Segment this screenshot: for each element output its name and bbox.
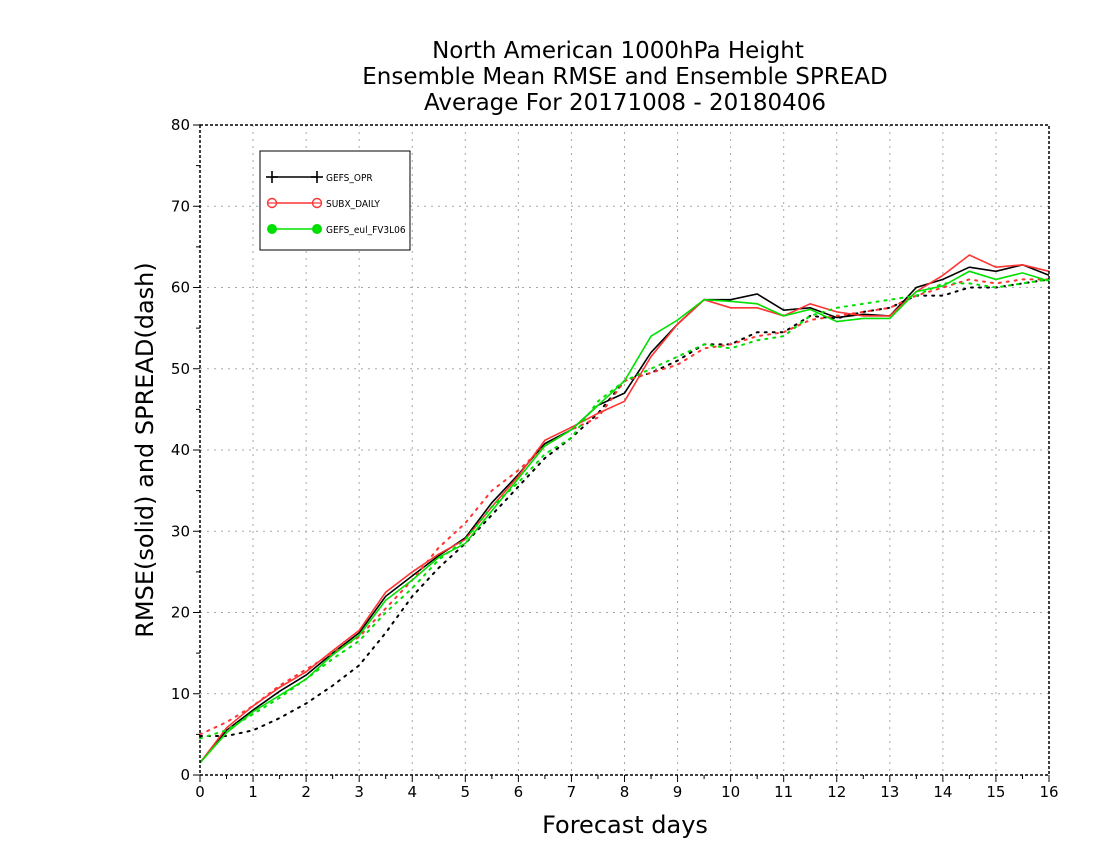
legend-marker-dot-icon <box>267 224 277 234</box>
legend-label-1: SUBX_DAILY <box>326 199 380 210</box>
x-tick-label-1: 1 <box>248 783 258 801</box>
x-tick-label-4: 4 <box>407 783 417 801</box>
x-tick-label-8: 8 <box>620 783 630 801</box>
y-tick-label-6: 60 <box>171 279 190 297</box>
y-axis-label: RMSE(solid) and SPREAD(dash) <box>131 262 159 638</box>
x-tick-label-10: 10 <box>721 783 740 801</box>
y-tick-label-2: 20 <box>171 604 190 622</box>
x-tick-label-6: 6 <box>514 783 524 801</box>
x-tick-label-15: 15 <box>986 783 1005 801</box>
legend-marker-dot-icon <box>312 224 322 234</box>
x-tick-label-7: 7 <box>567 783 577 801</box>
series-rmse-line-0 <box>199 263 1050 764</box>
legend-label-2: GEFS_eul_FV3L06 <box>326 225 406 236</box>
y-tick-label-0: 0 <box>180 766 190 784</box>
x-axis-label: Forecast days <box>542 811 708 839</box>
legend-label-0: GEFS_OPR <box>326 173 373 184</box>
y-tick-label-1: 10 <box>171 685 190 703</box>
series-spread-line-0 <box>199 278 1050 737</box>
x-tick-label-2: 2 <box>301 783 311 801</box>
legend-box <box>259 150 411 251</box>
x-tick-label-11: 11 <box>774 783 793 801</box>
x-tick-label-12: 12 <box>827 783 846 801</box>
series-rmse-line-2 <box>199 270 1050 764</box>
title-line-2: Ensemble Mean RMSE and Ensemble SPREAD <box>362 64 887 90</box>
x-tick-label-0: 0 <box>195 783 205 801</box>
x-tick-label-16: 16 <box>1039 783 1058 801</box>
y-tick-label-7: 70 <box>171 197 190 215</box>
legend: GEFS_OPR SUBX_DAILY GEFS_eul_FV3L06 <box>259 150 411 251</box>
axes: 0 1 2 3 4 5 6 7 8 9 10 11 12 13 14 15 160102030405060708… <box>171 116 1059 801</box>
x-tick-label-9: 9 <box>673 783 683 801</box>
chart-title: North American 1000hPa Height Ensemble M… <box>362 38 887 116</box>
series-spread-line-1 <box>199 278 1050 736</box>
y-tick-label-8: 80 <box>171 116 190 134</box>
y-tick-label-4: 40 <box>171 441 190 459</box>
y-tick-label-5: 50 <box>171 360 190 378</box>
x-tick-label-3: 3 <box>354 783 364 801</box>
title-line-3: Average For 20171008 - 20180406 <box>424 90 826 116</box>
x-tick-label-14: 14 <box>933 783 952 801</box>
title-line-1: North American 1000hPa Height <box>432 38 804 64</box>
y-tick-label-3: 30 <box>171 522 190 540</box>
x-tick-label-13: 13 <box>880 783 899 801</box>
x-tick-label-5: 5 <box>461 783 471 801</box>
plot-area <box>199 254 1050 764</box>
series-spread-line-2 <box>199 278 1050 740</box>
